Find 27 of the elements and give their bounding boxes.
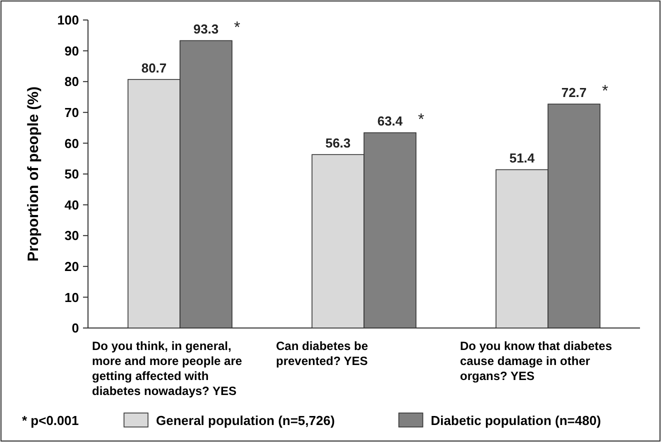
annotation: *: [234, 20, 240, 37]
text: * p<0.001: [22, 413, 79, 428]
y-tick-label: 80: [64, 74, 79, 90]
y-tick-label: 60: [64, 136, 79, 151]
x-tick-label: Can diabetes be prevented? YES: [276, 339, 368, 368]
data-label: 72.7: [561, 85, 587, 100]
y-tick-label: 20: [64, 258, 79, 274]
legend-label: Diabetic population (n=480): [430, 413, 601, 428]
data-label: 93.3: [193, 22, 219, 37]
y-tick-label: 100: [57, 12, 79, 28]
y-tick-label: 40: [64, 197, 79, 212]
y-tick-label: 90: [64, 43, 79, 58]
x-tick-label: Do you think, in general, more and more people are getting affected with diabetes nowadays? YES: [92, 339, 242, 398]
data-label: 51.4: [509, 150, 536, 166]
y-tick-label: 70: [64, 104, 79, 120]
data-label: 56.3: [325, 136, 351, 151]
data-label: 80.7: [141, 60, 167, 76]
y-tick-label: 10: [64, 290, 79, 305]
y-tick-label: 50: [64, 166, 79, 182]
annotation: *: [418, 112, 424, 129]
x-tick-label: Do you know that diabetes cause damage in other organs? YES: [460, 339, 612, 383]
legend-label: General population (n=5,726): [156, 413, 335, 428]
y-axis-title: Proportion of people (%): [25, 86, 42, 262]
y-tick-label: 30: [64, 228, 79, 244]
y-tick-label: 0: [72, 320, 79, 336]
data-label: 63.4: [377, 114, 404, 129]
annotation: *: [602, 83, 608, 100]
